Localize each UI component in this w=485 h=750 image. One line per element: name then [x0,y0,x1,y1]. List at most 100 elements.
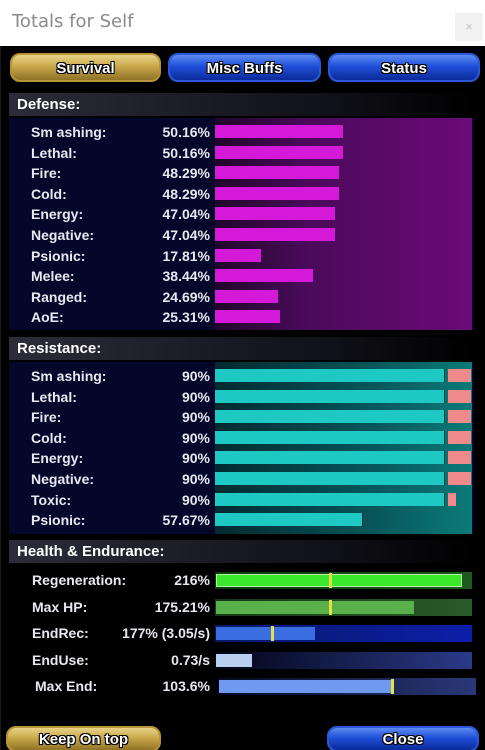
resistance-cap-overflow [448,410,471,424]
resistance-value: 90% [181,491,210,508]
defense-row: Fire: 48.29% [9,163,474,183]
health-row: Regeneration: 216% [9,570,474,592]
defense-row: Ranged: 24.69% [9,287,474,307]
health-marker [271,626,274,641]
defense-heading: Defense: [9,93,474,116]
health-marker [329,573,332,588]
defense-row: Sm ashing: 50.16% [9,122,474,142]
resistance-row: Sm ashing: 90% [9,366,474,386]
health-bar [216,653,252,667]
defense-row: Melee: 38.44% [9,266,474,286]
resistance-row: Cold: 90% [9,428,474,448]
resistance-bar [215,369,445,382]
resistance-bar [215,472,445,485]
health-track [215,572,472,589]
defense-bar [215,248,261,262]
health-value: 0.73/s [171,651,210,668]
resistance-label: Sm ashing: [31,368,107,384]
defense-label: AoE: [31,309,64,326]
health-track [215,625,472,642]
resistance-cap-overflow [448,430,471,444]
resistance-row: Fire: 90% [9,407,474,427]
resistance-heading: Resistance: [9,337,474,360]
resistance-row: Lethal: 90% [9,387,474,407]
health-bar [216,574,462,587]
window-title: Totals for Self [12,11,134,32]
totals-panel: Survival Misc Buffs Status Defense: Sm a… [0,46,485,750]
resistance-bar [215,430,445,444]
defense-bar [215,166,339,180]
resistance-cap-overflow [448,369,471,382]
resistance-row: Psionic: 57.67% [9,510,474,530]
resistance-value: 90% [181,429,210,446]
health-bar [216,600,414,614]
defense-value: 50.16% [162,144,210,161]
resistance-cap-overflow [448,389,471,403]
tab-status[interactable]: Status [328,53,480,82]
resistance-row: Energy: 90% [9,448,474,468]
resistance-label: Lethal: [31,388,77,405]
health-value: 103.6% [162,678,210,694]
resistance-bar [215,410,445,424]
defense-value: 48.29% [162,165,210,182]
defense-label: Psionic: [31,247,86,264]
title-bar: Totals for Self × [0,0,485,46]
resistance-label: Cold: [31,429,67,446]
defense-label: Energy: [31,206,84,223]
resistance-value: 90% [181,409,210,426]
health-row: EndUse: 0.73/s [9,650,474,672]
defense-value: 50.16% [162,124,210,140]
resistance-value: 90% [181,388,210,405]
tab-misc-buffs[interactable]: Misc Buffs [168,53,321,82]
defense-row: Psionic: 17.81% [9,246,474,266]
defense-bar [215,145,343,159]
health-track [215,651,472,669]
close-icon[interactable]: × [455,13,483,41]
defense-value: 25.31% [162,309,210,326]
defense-label: Sm ashing: [31,124,107,140]
defense-row: AoE: 25.31% [9,307,474,327]
defense-bar [215,310,280,324]
defense-label: Lethal: [31,144,77,161]
resistance-label: Energy: [31,450,84,467]
resistance-bar [215,451,445,465]
defense-bar [215,228,335,241]
defense-row: Cold: 48.29% [9,184,474,204]
resistance-bar [215,513,363,527]
health-marker [329,599,332,615]
health-label: EndRec: [32,625,89,641]
defense-value: 47.04% [162,206,210,223]
defense-bar [215,289,278,303]
health-row: Max End: 103.6% [9,676,476,698]
defense-label: Fire: [31,165,62,182]
defense-value: 47.04% [162,227,210,243]
health-value: 177% (3.05/s) [122,625,210,641]
defense-value: 17.81% [162,247,210,264]
resistance-label: Negative: [31,471,95,487]
resistance-row: Toxic: 90% [9,490,474,510]
resistance-bar [215,389,445,403]
keep-on-top-button[interactable]: Keep On top [6,726,161,750]
resistance-cap-overflow [448,492,456,506]
health-endurance-list: Regeneration: 216% Max HP: 175.21% EndRec: 17… [9,565,476,701]
health-label: Regeneration: [32,572,127,588]
health-track [218,678,476,695]
resistance-value: 90% [181,450,210,467]
health-value: 175.21% [154,598,210,615]
defense-value: 48.29% [162,185,210,202]
defense-bar [215,186,339,200]
tab-survival[interactable]: Survival [10,53,161,82]
close-button[interactable]: Close [327,726,479,750]
health-row: EndRec: 177% (3.05/s) [9,623,474,645]
defense-list: Sm ashing: 50.16% Lethal: 50.16% Fire: 48.29%… [9,118,474,330]
defense-label: Cold: [31,185,67,202]
health-row: Max HP: 175.21% [9,597,474,619]
resistance-label: Fire: [31,409,62,426]
health-value: 216% [174,572,210,588]
defense-row: Energy: 47.04% [9,204,474,224]
resistance-cap-overflow [448,451,471,465]
defense-value: 38.44% [162,268,210,285]
defense-label: Ranged: [31,288,87,305]
defense-bar [215,269,313,283]
resistance-value: 90% [181,471,210,487]
